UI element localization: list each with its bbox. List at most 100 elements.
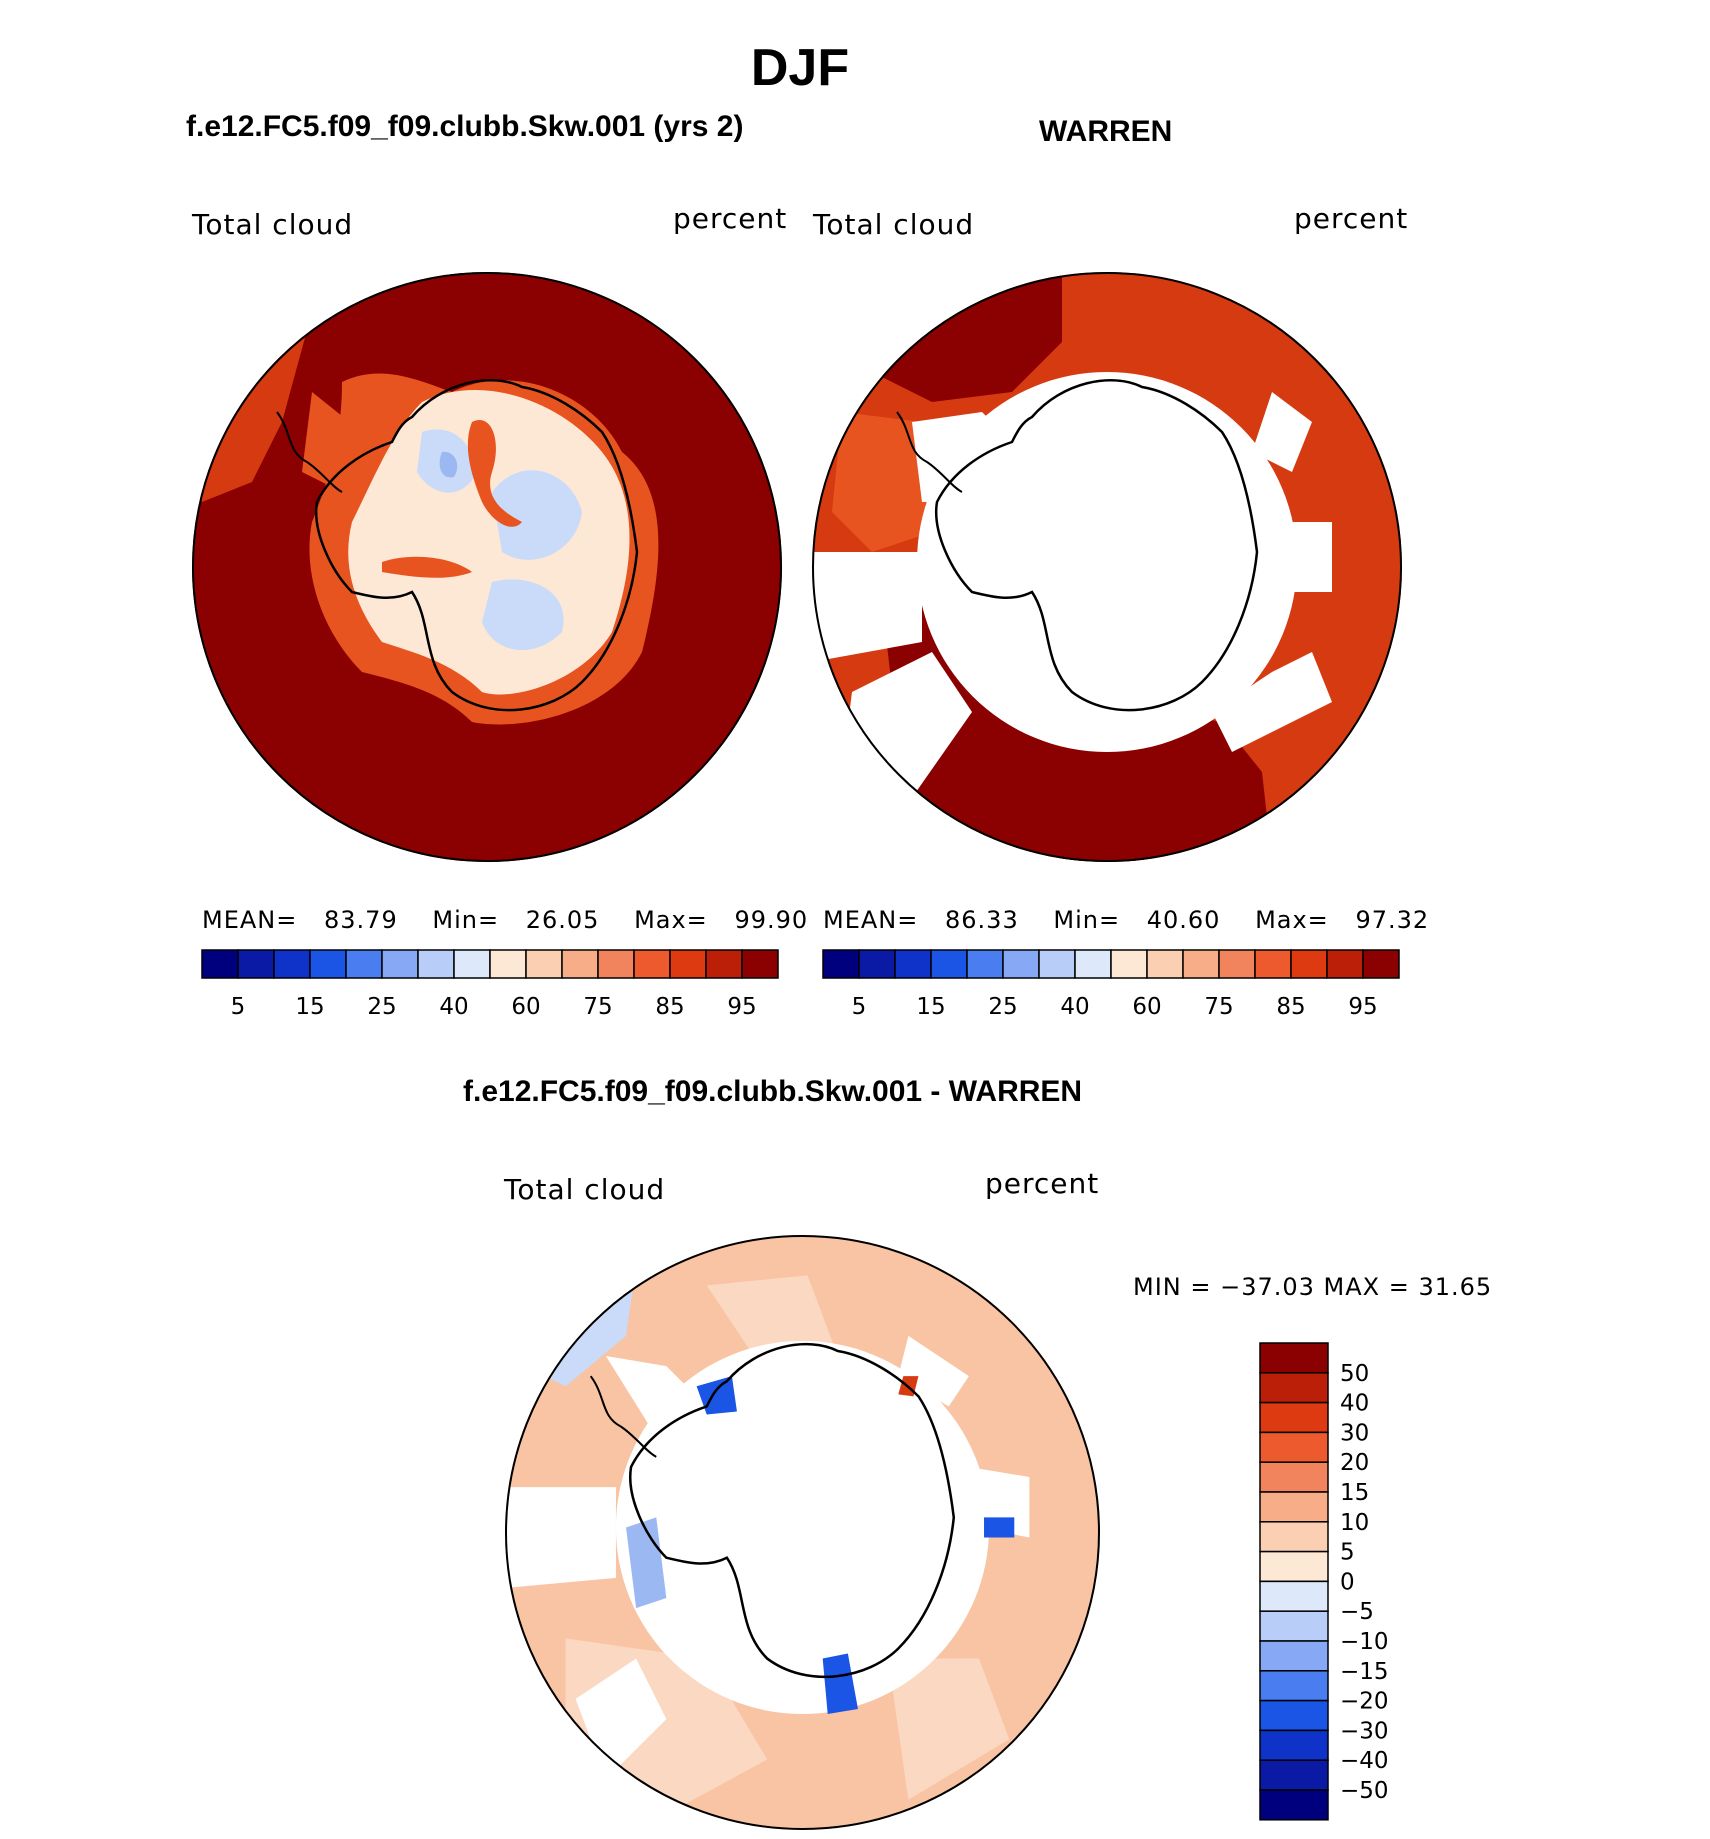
colorbar-swatch <box>1259 1759 1329 1791</box>
model-min-label: Min= <box>432 906 500 934</box>
colorbar-swatch <box>525 949 563 979</box>
colorbar-swatch <box>1259 1431 1329 1463</box>
map-patch-empty <box>912 412 1012 502</box>
colorbar-swatch <box>858 949 896 979</box>
map-border <box>812 272 1402 862</box>
colorbar-tick-label: 40 <box>1060 994 1089 1020</box>
obs-units-label: percent <box>1294 202 1409 235</box>
map-border <box>505 1235 1100 1830</box>
colorbar-tick-label: 15 <box>916 994 945 1020</box>
colorbar-swatch <box>822 949 860 979</box>
colorbar-swatch <box>1326 949 1364 979</box>
colorbar-tick-label: 15 <box>295 994 324 1020</box>
colorbar-swatch <box>1254 949 1292 979</box>
colorbar-swatch <box>966 949 1004 979</box>
colorbar-tick-label: −10 <box>1340 1629 1389 1655</box>
colorbar-swatch <box>597 949 635 979</box>
obs-max-value: 97.32 <box>1355 906 1430 934</box>
colorbar-swatch <box>1110 949 1148 979</box>
colorbar-swatch <box>1259 1640 1329 1672</box>
colorbar-swatch <box>489 949 527 979</box>
colorbar-swatch <box>1259 1580 1329 1612</box>
colorbar-swatch <box>1259 1670 1329 1702</box>
map-patch-empty <box>917 372 1297 752</box>
obs-min-label: Min= <box>1053 906 1121 934</box>
colorbar-swatch <box>345 949 383 979</box>
colorbar-tick-label: 10 <box>1340 1510 1369 1536</box>
model-mean-value: 83.79 <box>324 906 398 934</box>
colorbar-swatch <box>1259 1461 1329 1493</box>
map-patch-empty <box>898 1335 969 1407</box>
colorbar-swatch <box>273 949 311 979</box>
peninsula-coastline <box>276 411 343 493</box>
obs-variable-label: Total cloud <box>813 208 975 241</box>
model-polar-map <box>192 272 782 862</box>
antarctica-coastline <box>934 379 1259 712</box>
colorbar-swatch <box>1259 1729 1329 1761</box>
colorbar-tick-label: 60 <box>1132 994 1161 1020</box>
diff-variable-label: Total cloud <box>504 1173 666 1206</box>
colorbar-tick-label: 15 <box>1340 1480 1369 1506</box>
obs-panel-title: WARREN <box>1039 115 1173 148</box>
map-patch <box>382 556 472 578</box>
colorbar-swatch <box>237 949 275 979</box>
colorbar-tick-label: 50 <box>1340 1361 1369 1387</box>
colorbar-swatch <box>1259 1342 1329 1374</box>
colorbar-tick-label: 0 <box>1340 1569 1355 1595</box>
model-max-label: Max= <box>634 906 708 934</box>
colorbar-swatch <box>309 949 347 979</box>
map-patch <box>492 470 582 560</box>
model-panel-title: f.e12.FC5.f09_f09.clubb.Skw.001 (yrs 2) <box>186 110 744 143</box>
colorbar-tick-label: 40 <box>1340 1391 1369 1417</box>
antarctica-coastline <box>629 1342 956 1678</box>
colorbar-swatch <box>1290 949 1328 979</box>
colorbar-tick-label: −50 <box>1340 1778 1389 1804</box>
colorbar-swatch <box>1002 949 1040 979</box>
antarctica-coastline <box>314 379 639 712</box>
colorbar-swatch <box>1146 949 1184 979</box>
colorbar-swatch <box>1259 1372 1329 1404</box>
diff-polar-map <box>505 1235 1100 1830</box>
model-stats: MEAN= 83.79 Min= 26.05 Max= 99.90 <box>202 906 808 934</box>
model-mean-label: MEAN= <box>202 906 298 934</box>
colorbar-swatch <box>1218 949 1256 979</box>
map-patch-empty <box>505 1487 616 1588</box>
colorbar-tick-label: 5 <box>852 994 867 1020</box>
colorbar-tick-label: −20 <box>1340 1689 1389 1715</box>
diff-units-label: percent <box>985 1167 1100 1200</box>
colorbar-swatch <box>1074 949 1112 979</box>
map-patch <box>482 579 564 651</box>
colorbar-tick-label: 25 <box>988 994 1017 1020</box>
colorbar-swatch <box>1259 1491 1329 1523</box>
obs-max-label: Max= <box>1255 906 1329 934</box>
model-units-label: percent <box>673 202 788 235</box>
colorbar-swatch <box>1259 1550 1329 1583</box>
colorbar-swatch <box>381 949 419 979</box>
map-patch-empty <box>605 1356 697 1437</box>
obs-min-value: 40.60 <box>1146 906 1221 934</box>
map-border <box>192 272 782 862</box>
model-colorbar: 5 15 25 40 60 75 85 95 <box>201 949 779 1020</box>
colorbar-tick-label: 75 <box>1204 994 1233 1020</box>
colorbar-tick-label: 25 <box>367 994 396 1020</box>
diff-minmax: MIN = −37.03 MAX = 31.65 <box>1133 1273 1493 1301</box>
colorbar-swatch <box>669 949 707 979</box>
colorbar-swatch <box>1182 949 1220 979</box>
colorbar-tick-label: −5 <box>1340 1599 1374 1625</box>
colorbar-swatch <box>201 949 239 979</box>
colorbar-tick-label: −15 <box>1340 1659 1389 1685</box>
colorbar-swatch <box>705 949 743 979</box>
map-patch <box>888 1658 1010 1800</box>
obs-colorbar: 5 15 25 40 60 75 85 95 <box>822 949 1400 1020</box>
colorbar-swatch <box>894 949 932 979</box>
colorbar-tick-label: −30 <box>1340 1718 1389 1744</box>
colorbar-swatch <box>561 949 599 979</box>
map-patch <box>832 412 932 552</box>
map-patch <box>626 1517 667 1609</box>
map-patch-empty <box>1292 522 1332 592</box>
map-patch <box>822 1653 858 1715</box>
colorbar-swatch <box>930 949 968 979</box>
colorbar-swatch <box>1038 949 1076 979</box>
colorbar-swatch <box>1259 1789 1329 1821</box>
